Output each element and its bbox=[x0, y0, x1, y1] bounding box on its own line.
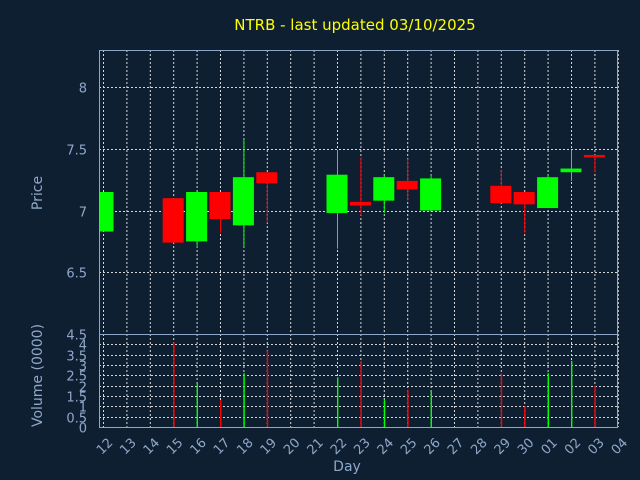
x-tick-label: 20 bbox=[281, 436, 303, 458]
candle-body-02 bbox=[560, 168, 582, 173]
volume-panel: 00.511.522.533.544.5 bbox=[66, 329, 619, 437]
volume-bar-23 bbox=[360, 360, 362, 427]
volume-tick-label: 0 bbox=[79, 422, 87, 437]
volume-bar-22 bbox=[337, 377, 339, 427]
volume-bar-26 bbox=[430, 391, 432, 427]
x-tick-label: 24 bbox=[375, 436, 397, 458]
volume-bar-29 bbox=[500, 373, 503, 427]
volume-bar-01 bbox=[547, 373, 549, 427]
x-tick-label: 27 bbox=[445, 436, 467, 458]
price-tick-label: 6.5 bbox=[66, 267, 87, 282]
candle-body-19 bbox=[256, 172, 278, 184]
volume-tick-label: 4.5 bbox=[66, 329, 87, 344]
candle-body-17 bbox=[209, 192, 231, 220]
volume-bar-18 bbox=[243, 373, 245, 427]
x-tick-label: 25 bbox=[398, 436, 420, 458]
volume-axis-label: Volume (0000) bbox=[30, 324, 46, 427]
x-tick-label: 02 bbox=[562, 436, 584, 458]
x-tick-label: 29 bbox=[492, 436, 514, 458]
x-tick-label: 28 bbox=[468, 436, 490, 458]
candle-body-15 bbox=[162, 198, 184, 243]
x-tick-label: 30 bbox=[515, 436, 537, 458]
x-axis-label: Day bbox=[333, 459, 361, 475]
candle-body-22 bbox=[326, 174, 348, 213]
volume-bar-25 bbox=[407, 389, 409, 427]
x-tick-label: 03 bbox=[585, 436, 607, 458]
x-tick-label: 18 bbox=[234, 436, 256, 458]
x-tick-label: 26 bbox=[422, 436, 444, 458]
volume-tick-label: 3 bbox=[79, 360, 87, 375]
price-tick-label: 7.5 bbox=[66, 144, 87, 159]
candle-body-26 bbox=[420, 178, 442, 211]
chart-title: NTRB - last updated 03/10/2025 bbox=[234, 16, 475, 34]
volume-bar-02 bbox=[571, 360, 573, 427]
candle-body-25 bbox=[396, 180, 418, 190]
x-tick-label: 15 bbox=[164, 436, 186, 458]
volume-tick-label: 4 bbox=[79, 339, 87, 354]
volume-tick-label: 1 bbox=[79, 401, 87, 416]
volume-bar-16 bbox=[196, 383, 198, 427]
candle-body-12 bbox=[99, 192, 114, 232]
volume-tick-label: 3.5 bbox=[66, 350, 87, 365]
x-axis: 12 13 14 15 16 17 18 19 20 21 22 23 24 25 26 27 28 29 30 01… bbox=[94, 436, 631, 458]
price-axis-label: Price bbox=[30, 176, 46, 210]
x-tick-label: 01 bbox=[539, 436, 561, 458]
x-tick-label: 04 bbox=[609, 436, 631, 458]
volume-bar-03 bbox=[594, 385, 596, 427]
price-tick-label: 7 bbox=[79, 206, 87, 221]
x-tick-label: 23 bbox=[351, 436, 373, 458]
candle-body-03 bbox=[583, 154, 605, 158]
x-tick-label: 21 bbox=[305, 436, 327, 458]
volume-plot-border bbox=[99, 334, 618, 428]
volume-bar-19 bbox=[266, 350, 269, 427]
x-tick-label: 22 bbox=[328, 436, 350, 458]
candle-body-23 bbox=[349, 201, 371, 206]
x-tick-label: 19 bbox=[258, 436, 280, 458]
price-tick-label: 8 bbox=[79, 82, 87, 97]
volume-bar-17 bbox=[220, 400, 222, 427]
candle-body-16 bbox=[186, 192, 208, 242]
candle-body-30 bbox=[513, 192, 535, 205]
candle-body-24 bbox=[373, 177, 395, 201]
volume-tick-label: 2.5 bbox=[66, 370, 87, 385]
volume-bar-30 bbox=[524, 406, 526, 427]
candle-body-29 bbox=[490, 185, 512, 204]
x-tick-label: 17 bbox=[211, 436, 233, 458]
volume-bar-24 bbox=[383, 400, 386, 427]
volume-tick-label: 2 bbox=[79, 381, 87, 396]
x-tick-label: 14 bbox=[141, 436, 163, 458]
price-panel: 6.5 7 7.5 8 bbox=[66, 50, 619, 335]
candle-body-01 bbox=[537, 177, 559, 209]
volume-bar-15 bbox=[173, 342, 175, 427]
x-tick-label: 13 bbox=[117, 436, 139, 458]
candle-body-18 bbox=[232, 177, 254, 226]
x-tick-label: 12 bbox=[94, 436, 116, 458]
volume-tick-label: 1.5 bbox=[66, 391, 87, 406]
x-tick-label: 16 bbox=[188, 436, 210, 458]
volume-tick-label: 0.5 bbox=[66, 412, 87, 427]
